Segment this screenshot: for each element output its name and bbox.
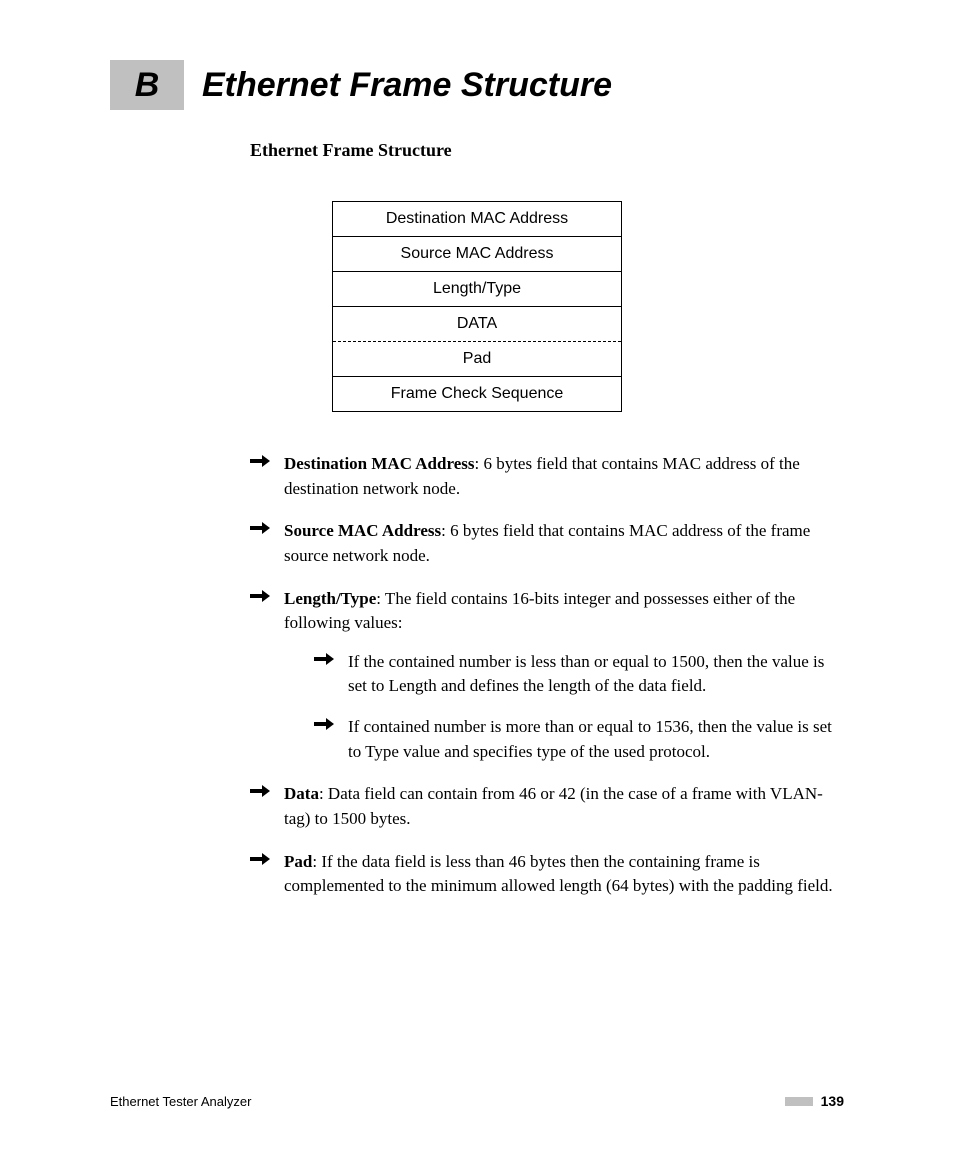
frame-field: Source MAC Address <box>333 237 622 272</box>
arrow-icon <box>250 784 270 798</box>
arrow-icon <box>314 717 334 731</box>
sub-text: If contained number is more than or equa… <box>348 717 832 761</box>
term: Destination MAC Address <box>284 454 474 473</box>
frame-field: Frame Check Sequence <box>333 377 622 412</box>
term: Data <box>284 784 319 803</box>
frame-field: Length/Type <box>333 272 622 307</box>
sub-list-item: If the contained number is less than or … <box>314 650 844 699</box>
appendix-header: B Ethernet Frame Structure <box>110 60 844 110</box>
sub-list-item: If contained number is more than or equa… <box>314 715 844 764</box>
list-item: Data: Data field can contain from 46 or … <box>250 782 844 831</box>
page: B Ethernet Frame Structure Ethernet Fram… <box>0 0 954 899</box>
sub-list: If the contained number is less than or … <box>284 650 844 765</box>
arrow-icon <box>250 852 270 866</box>
frame-field: Destination MAC Address <box>333 202 622 237</box>
appendix-letter-box: B <box>110 60 184 110</box>
appendix-title: Ethernet Frame Structure <box>202 66 612 105</box>
footer-page-number: 139 <box>821 1093 844 1109</box>
footer-right: 139 <box>785 1093 844 1109</box>
list-item: Destination MAC Address: 6 bytes field t… <box>250 452 844 501</box>
arrow-icon <box>314 652 334 666</box>
bullet-list: Destination MAC Address: 6 bytes field t… <box>250 452 844 899</box>
frame-structure-table: Destination MAC Address Source MAC Addre… <box>332 201 622 412</box>
arrow-icon <box>250 589 270 603</box>
content-area: Destination MAC Address: 6 bytes field t… <box>250 452 844 899</box>
section-title: Ethernet Frame Structure <box>250 140 844 161</box>
list-item: Source MAC Address: 6 bytes field that c… <box>250 519 844 568</box>
frame-field: Pad <box>333 342 622 377</box>
term-text: : If the data field is less than 46 byte… <box>284 852 833 896</box>
term: Pad <box>284 852 312 871</box>
page-footer: Ethernet Tester Analyzer 139 <box>110 1093 844 1109</box>
arrow-icon <box>250 454 270 468</box>
list-item: Pad: If the data field is less than 46 b… <box>250 850 844 899</box>
sub-text: If the contained number is less than or … <box>348 652 824 696</box>
footer-left-text: Ethernet Tester Analyzer <box>110 1094 251 1109</box>
footer-bar-icon <box>785 1097 813 1106</box>
term-text: : Data field can contain from 46 or 42 (… <box>284 784 823 828</box>
frame-field: DATA <box>333 307 622 342</box>
arrow-icon <box>250 521 270 535</box>
term: Source MAC Address <box>284 521 441 540</box>
list-item: Length/Type: The field contains 16-bits … <box>250 587 844 765</box>
term: Length/Type <box>284 589 376 608</box>
